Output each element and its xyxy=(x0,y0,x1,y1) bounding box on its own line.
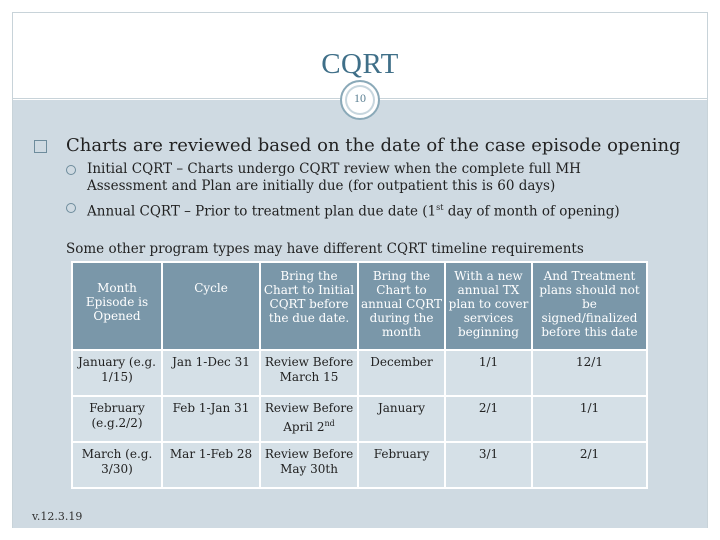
table-row: March (e.g. 3/30) Mar 1-Feb 28 Review Be… xyxy=(71,441,648,489)
table-row: January (e.g. 1/15) Jan 1-Dec 31 Review … xyxy=(71,349,648,397)
cell-tx: 3/1 xyxy=(444,441,533,489)
cell-sign: 1/1 xyxy=(531,395,648,443)
slide-title: CQRT xyxy=(321,48,399,80)
program-note: Some other program types may have differ… xyxy=(66,241,584,257)
page-number: 10 xyxy=(354,91,366,105)
header-initial-cqrt: Bring the Chart to Initial CQRT before t… xyxy=(259,261,359,351)
cell-initial-text: Review Before April 2 xyxy=(264,401,354,434)
cell-month: January (e.g. 1/15) xyxy=(71,349,163,397)
cell-cycle: Feb 1-Jan 31 xyxy=(161,395,261,443)
sub-bullet-annual-text: Annual CQRT – Prior to treatment plan du… xyxy=(87,203,437,220)
cell-tx: 2/1 xyxy=(444,395,533,443)
divider-left xyxy=(13,98,343,99)
cell-initial: Review Before April 2nd xyxy=(259,395,359,443)
cell-annual: December xyxy=(357,349,446,397)
header-tx-plan: With a new annual TX plan to cover servi… xyxy=(444,261,533,351)
sub-bullet-annual-tail: day of month of opening) xyxy=(443,203,620,220)
cell-annual: February xyxy=(357,441,446,489)
sub-bullet-initial-line2: Assessment and Plan are initially due (f… xyxy=(87,178,556,194)
main-bullet: Charts are reviewed based on the date of… xyxy=(66,135,681,156)
table-row: February (e.g.2/2) Feb 1-Jan 31 Review B… xyxy=(71,395,648,443)
cell-cycle: Jan 1-Dec 31 xyxy=(161,349,261,397)
cell-sign: 2/1 xyxy=(531,441,648,489)
cell-month: March (e.g. 3/30) xyxy=(71,441,163,489)
header-annual-cqrt: Bring the Chart to annual CQRT during th… xyxy=(357,261,446,351)
page-number-badge xyxy=(340,80,380,120)
cqrt-timeline-table: Month Episode is Opened Cycle Bring the … xyxy=(71,261,648,489)
sub-bullet-initial-line1: Initial CQRT – Charts undergo CQRT revie… xyxy=(87,161,581,177)
superscript: nd xyxy=(324,419,335,428)
superscript: st xyxy=(436,203,444,212)
cell-tx: 1/1 xyxy=(444,349,533,397)
version-label: v.12.3.19 xyxy=(32,510,83,523)
table-header-row: Month Episode is Opened Cycle Bring the … xyxy=(71,261,648,351)
header-sign-date: And Treatment plans should not be signed… xyxy=(531,261,648,351)
cell-annual: January xyxy=(357,395,446,443)
cell-initial: Review Before May 30th xyxy=(259,441,359,489)
cell-cycle: Mar 1-Feb 28 xyxy=(161,441,261,489)
circle-bullet-icon xyxy=(66,165,76,175)
square-bullet-icon xyxy=(34,140,47,153)
header-month: Month Episode is Opened xyxy=(71,261,163,351)
circle-bullet-icon xyxy=(66,203,76,213)
cell-sign: 12/1 xyxy=(531,349,648,397)
sub-bullet-annual: Annual CQRT – Prior to treatment plan du… xyxy=(87,199,620,221)
cell-month: February (e.g.2/2) xyxy=(71,395,163,443)
divider-right xyxy=(377,98,707,99)
header-cycle: Cycle xyxy=(161,261,261,351)
cell-initial: Review Before March 15 xyxy=(259,349,359,397)
